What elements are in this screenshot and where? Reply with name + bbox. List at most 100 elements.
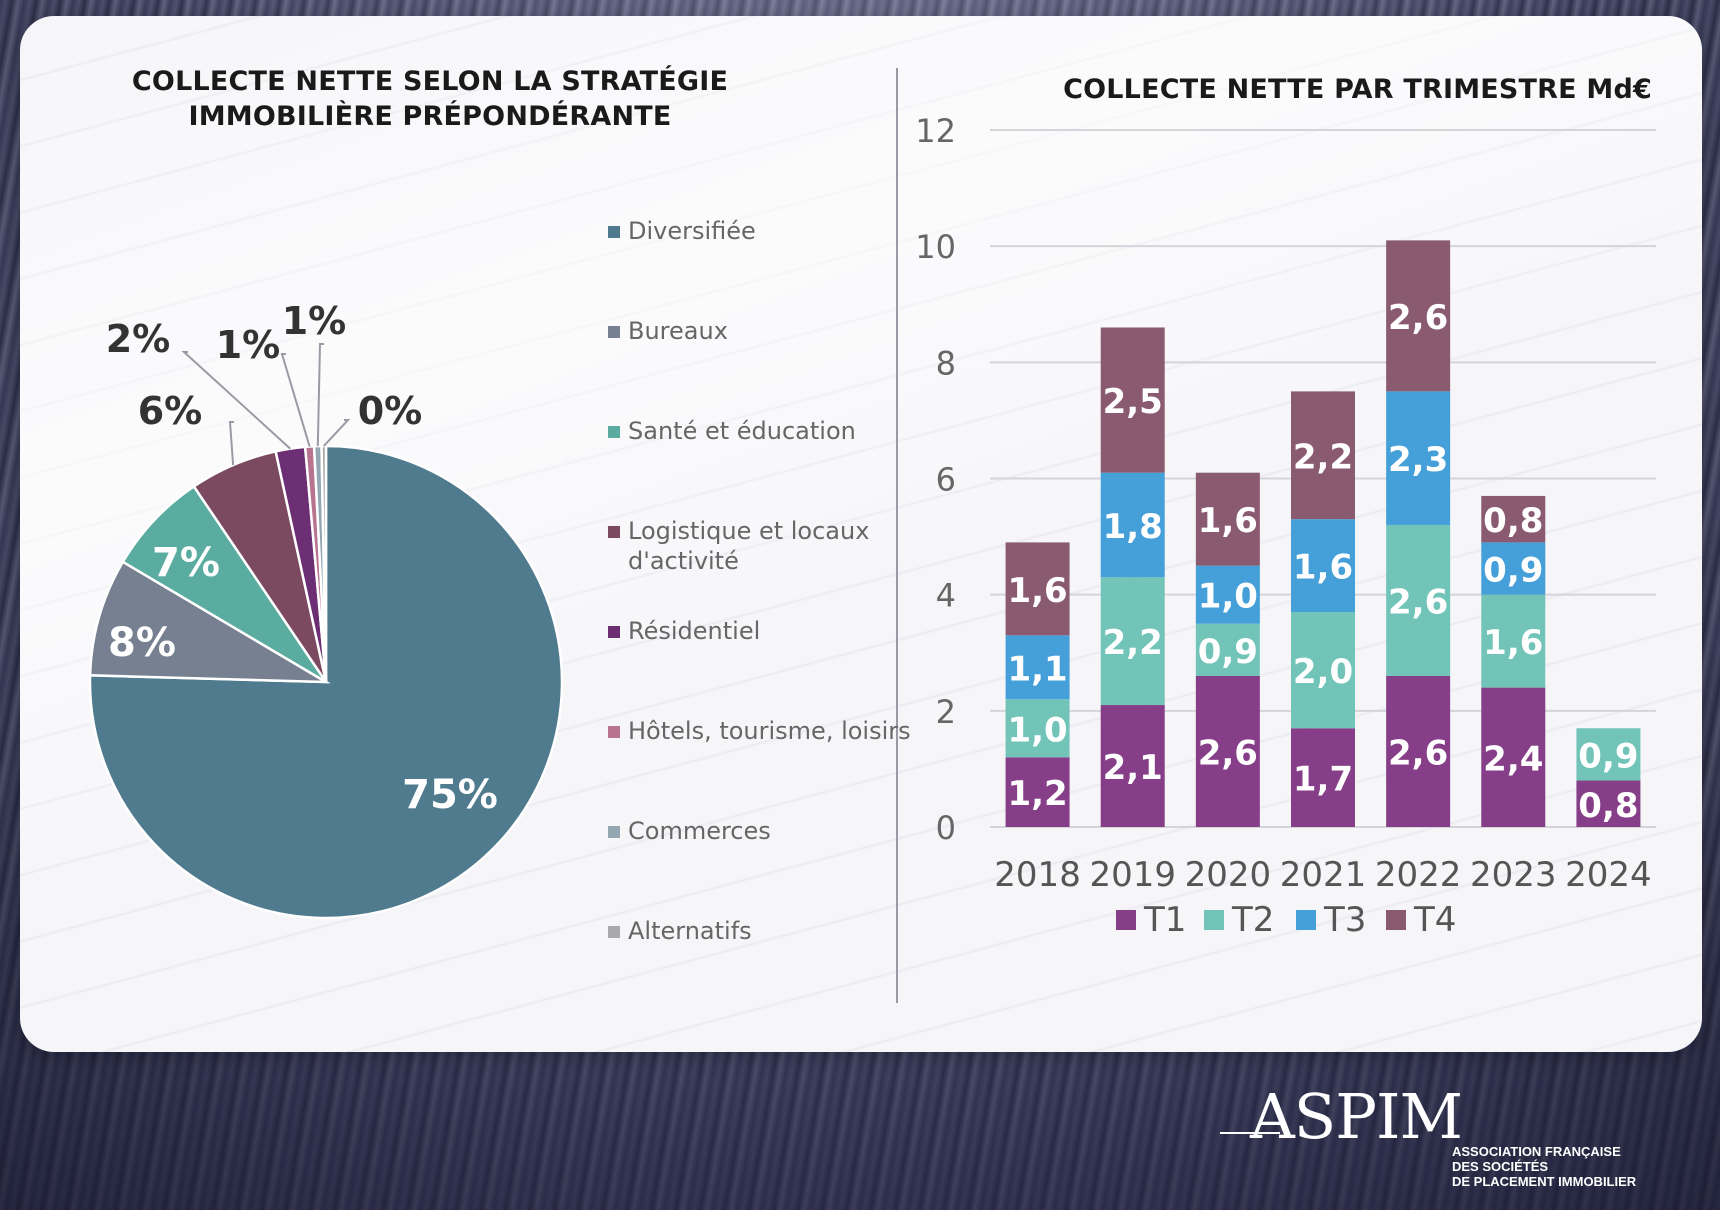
y-tick-label: 0 — [936, 809, 956, 847]
pie-slice-label: 0% — [358, 389, 423, 433]
bar-data-label: 2,5 — [1103, 382, 1163, 422]
bar-data-label: 2,1 — [1103, 748, 1163, 788]
pie-slice-label: 1% — [282, 299, 347, 343]
bar-data-label: 2,2 — [1103, 623, 1163, 663]
pie-legend-swatch — [608, 726, 620, 738]
pie-slice-label: 8% — [108, 620, 176, 666]
logo-subtitle: ASSOCIATION FRANÇAISE DES SOCIÉTÉS DE PL… — [1452, 1144, 1692, 1189]
bar-legend-swatch — [1386, 910, 1406, 930]
bar-legend-label: T2 — [1231, 900, 1274, 940]
pie-legend-label: Commerces — [628, 817, 771, 845]
bar-segment — [1481, 542, 1546, 595]
bar-segment — [1386, 524, 1451, 676]
bar-legend-label: T3 — [1323, 900, 1366, 940]
aspim-logo: ASPIM ASSOCIATION FRANÇAISE DES SOCIÉTÉS… — [1220, 1080, 1700, 1190]
bar-legend-swatch — [1204, 910, 1224, 930]
bar-segment — [1576, 728, 1641, 781]
bar-data-label: 2,3 — [1388, 440, 1448, 480]
logo-wordmark: ASPIM — [1250, 1080, 1463, 1153]
y-tick-label: 10 — [915, 228, 956, 266]
bar-segment — [1481, 594, 1546, 688]
pie-legend-label: Bureaux — [628, 317, 728, 345]
bar-segment — [1291, 728, 1355, 827]
bar-data-label: 1,8 — [1103, 507, 1163, 547]
stacked-bar-chart: 0 2 4 6 8 10 12 1,2 1,0 1,1 1,6 2018 2,1 2,2 1,8 2,5 201… — [915, 112, 1656, 940]
bar-segment — [1291, 519, 1355, 613]
x-tick-label: 2018 — [994, 855, 1081, 895]
bar-data-label: 1,0 — [1007, 710, 1067, 750]
bar-data-label: 1,6 — [1007, 571, 1067, 611]
pie-legend-label: Santé et éducation — [628, 417, 856, 445]
pie-chart: 75% 8% 7% 6% 2% 1%1% 0% — [88, 299, 564, 920]
bar-segment — [1481, 687, 1546, 827]
y-tick-label: 12 — [915, 112, 956, 150]
bar-data-label: 2,4 — [1483, 739, 1543, 779]
bar-segment — [1481, 495, 1546, 543]
bar-segment — [1100, 327, 1165, 473]
pie-slice-label: 2% — [106, 317, 171, 361]
bar-data-label: 1,6 — [1198, 501, 1258, 541]
bar-data-label: 2,2 — [1293, 437, 1353, 477]
bar-segment — [1005, 757, 1070, 827]
bar-segment — [1100, 705, 1165, 827]
pie-leader-line — [228, 421, 235, 466]
pie-slice-label: 6% — [138, 389, 203, 433]
bar-data-label: 0,9 — [1578, 736, 1638, 776]
pie-slice-label: 1% — [216, 323, 281, 367]
bar-data-label: 2,6 — [1388, 733, 1448, 773]
pie-leader-line — [323, 419, 351, 447]
bar-legend-swatch — [1116, 910, 1136, 930]
pie-legend-label: Logistique et locaux d'activité — [628, 517, 870, 575]
bar-segment — [1100, 472, 1165, 578]
bar-data-label: 1,1 — [1007, 649, 1067, 689]
y-tick-label: 2 — [936, 693, 956, 731]
pie-legend-label: Diversifiée — [628, 217, 756, 245]
pie-chart-title: COLLECTE NETTE SELON LA STRATÉGIE IMMOBI… — [131, 66, 729, 132]
bar-legend-swatch — [1296, 910, 1316, 930]
x-tick-label: 2022 — [1375, 855, 1462, 895]
bar-data-label: 0,9 — [1483, 551, 1543, 591]
bar-segment — [1291, 391, 1355, 520]
pie-leader-line — [181, 351, 292, 450]
bar-data-label: 1,7 — [1293, 760, 1353, 800]
bar-data-label: 2,6 — [1388, 582, 1448, 622]
bar-data-label: 0,8 — [1483, 501, 1543, 541]
y-tick-label: 4 — [936, 577, 956, 615]
bar-data-label: 2,6 — [1198, 733, 1258, 773]
bar-segment — [1195, 623, 1260, 676]
pie-slice-label: 7% — [152, 540, 220, 586]
bar-segment — [1576, 780, 1641, 827]
bar-segment — [1386, 240, 1451, 392]
logo-dash — [1220, 1132, 1280, 1134]
bar-data-label: 2,0 — [1293, 652, 1353, 692]
x-tick-label: 2023 — [1470, 855, 1557, 895]
pie-legend-swatch — [608, 326, 620, 338]
bar-segment — [1386, 675, 1451, 827]
bar-legend-label: T4 — [1413, 900, 1456, 940]
bar-data-label: 1,2 — [1007, 774, 1067, 814]
pie-legend-swatch — [608, 926, 620, 938]
pie-legend-label: Hôtels, tourisme, loisirs — [628, 717, 911, 745]
chart-divider — [896, 68, 898, 1003]
bar-segment — [1386, 391, 1451, 525]
bar-data-label: 1,0 — [1198, 577, 1258, 617]
bar-segment — [1005, 699, 1070, 758]
bar-legend-label: T1 — [1143, 900, 1186, 940]
pie-legend-label: Résidentiel — [628, 617, 761, 645]
pie-legend-swatch — [608, 826, 620, 838]
pie-legend-label: Alternatifs — [628, 917, 752, 945]
y-tick-label: 6 — [936, 461, 956, 499]
bar-data-label: 1,6 — [1293, 548, 1353, 588]
bar-segment — [1195, 675, 1260, 827]
bar-data-label: 1,6 — [1483, 623, 1543, 663]
bar-data-label: 0,8 — [1578, 786, 1638, 826]
bar-segment — [1195, 565, 1260, 624]
pie-leader-line — [280, 353, 311, 447]
logo-subtitle-line1: ASSOCIATION FRANÇAISE — [1452, 1144, 1621, 1159]
x-tick-label: 2024 — [1565, 855, 1652, 895]
pie-legend-swatch — [608, 526, 620, 538]
pie-legend-swatch — [608, 226, 620, 238]
x-tick-label: 2020 — [1185, 855, 1272, 895]
bar-chart-title: COLLECTE NETTE PAR TRIMESTRE Md€ — [1063, 74, 1652, 105]
x-tick-label: 2021 — [1280, 855, 1367, 895]
